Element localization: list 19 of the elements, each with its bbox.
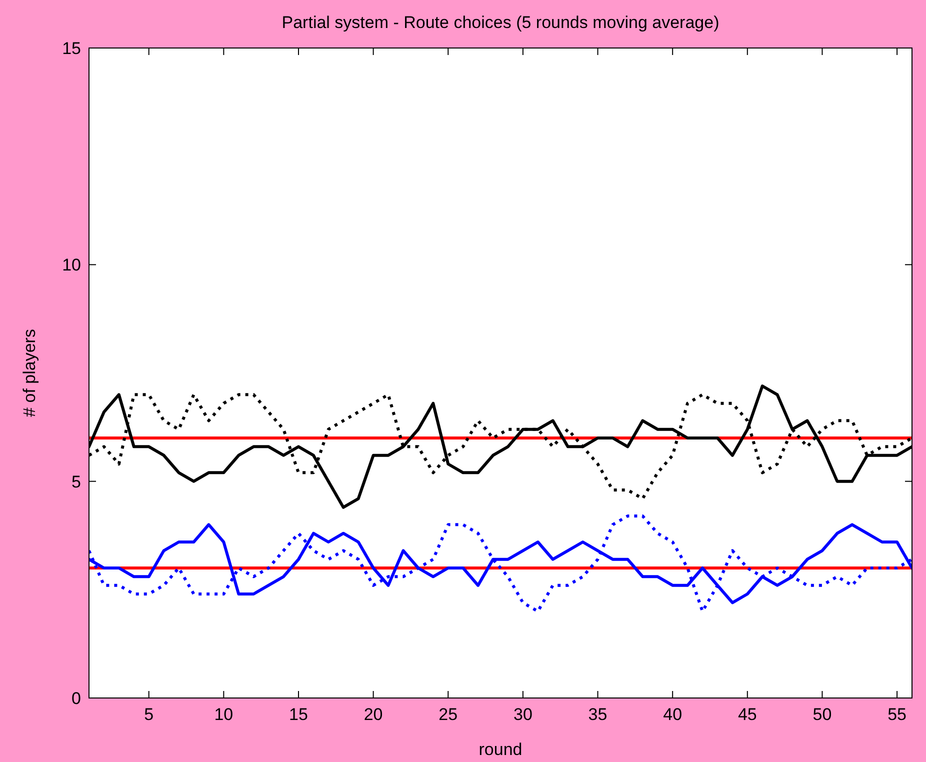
x-tick-label: 5 <box>144 705 154 724</box>
x-tick-label: 25 <box>438 705 458 724</box>
y-tick-label: 10 <box>62 256 81 275</box>
line-series <box>89 514 912 613</box>
chart-title: Partial system - Route choices (5 rounds moving average) <box>282 13 720 32</box>
x-tick-label: 55 <box>888 705 906 724</box>
y-tick-label: 0 <box>72 689 81 708</box>
y-tick-label: 5 <box>72 472 81 492</box>
x-tick-label: 35 <box>588 705 608 724</box>
x-tick-label: 45 <box>738 705 757 724</box>
x-tick-label: 30 <box>513 705 532 724</box>
x-tick-label: 40 <box>663 705 682 724</box>
x-tick-label: 50 <box>812 705 832 724</box>
x-tick-label: 10 <box>214 705 234 724</box>
x-tick-label: 15 <box>289 705 308 724</box>
y-tick-label: 15 <box>62 39 81 58</box>
y-axis-title: # of players <box>20 329 39 417</box>
x-axis-title: round <box>478 740 522 759</box>
x-tick-label: 20 <box>364 705 383 724</box>
